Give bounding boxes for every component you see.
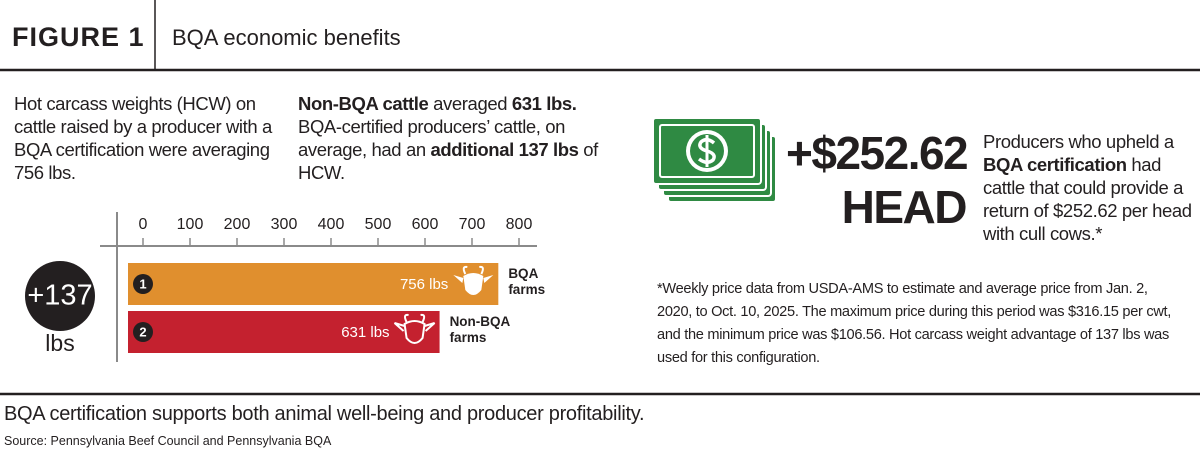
x-tick-label: 100 <box>177 216 204 233</box>
source: Source: Pennsylvania Beef Council and Pe… <box>4 434 332 448</box>
x-tick-label: 500 <box>365 216 392 233</box>
value-label: 631 lbs <box>341 324 389 341</box>
cow-horns <box>403 313 426 323</box>
text-run: of HCW. <box>298 139 598 183</box>
rank-marker <box>133 322 153 342</box>
bar <box>143 311 440 353</box>
cow-head <box>403 320 426 344</box>
difference-unit: lbs <box>45 330 75 356</box>
figure-title: BQA economic benefits <box>172 25 401 50</box>
x-tick-label: 700 <box>459 216 486 233</box>
difference-label: +137 <box>27 280 92 312</box>
intro-left: Hot carcass weights (HCW) on cattle rais… <box>14 92 282 184</box>
money-icon <box>652 117 777 203</box>
cow-icon <box>393 313 436 344</box>
text-run: additional 137 lbs <box>430 139 579 160</box>
value-label: 756 lbs <box>400 276 448 293</box>
category-label: BQA farms <box>508 266 546 297</box>
cow-ears <box>453 275 494 283</box>
return-text: Producers who upheld a BQA certification… <box>983 130 1193 245</box>
text-run: had cattle that could provide a return o… <box>983 154 1192 244</box>
text-run: averaged <box>428 93 512 114</box>
return-amount: +$252.62 <box>786 127 969 179</box>
figure-label: FIGURE 1 <box>12 22 145 52</box>
cow-horns <box>462 265 484 275</box>
return-unit: HEAD <box>841 181 968 233</box>
cow-icon <box>453 265 494 295</box>
rank-label: 1 <box>139 276 146 291</box>
rank-marker <box>133 274 153 294</box>
difference-badge <box>25 261 95 331</box>
text-run: BQA-certified producers’ cattle, on aver… <box>298 116 566 160</box>
bar <box>143 263 499 305</box>
intro-middle: Non-BQA cattle averaged 631 lbs. BQA-cer… <box>298 92 598 184</box>
category-label: Non-BQA farms <box>449 314 510 345</box>
x-tick-label: 600 <box>412 216 439 233</box>
text-run: BQA certification <box>983 154 1127 175</box>
cow-head <box>463 273 484 295</box>
text-run: Hot carcass weights (HCW) on cattle rais… <box>14 93 272 183</box>
rank-label: 2 <box>139 324 146 339</box>
x-tick-label: 300 <box>271 216 298 233</box>
x-tick-label: 200 <box>224 216 251 233</box>
text-run: Producers who upheld a <box>983 131 1174 152</box>
x-tick-label: 400 <box>318 216 345 233</box>
caption: BQA certification supports both animal w… <box>4 403 645 425</box>
x-tick-label: 0 <box>139 216 148 233</box>
text-run: Non-BQA cattle <box>298 93 429 114</box>
text-run: 631 lbs. <box>511 93 577 114</box>
x-tick-label: 800 <box>506 216 533 233</box>
footnote: *Weekly price data from USDA-AMS to esti… <box>657 281 1172 366</box>
cow-ears <box>393 322 436 332</box>
